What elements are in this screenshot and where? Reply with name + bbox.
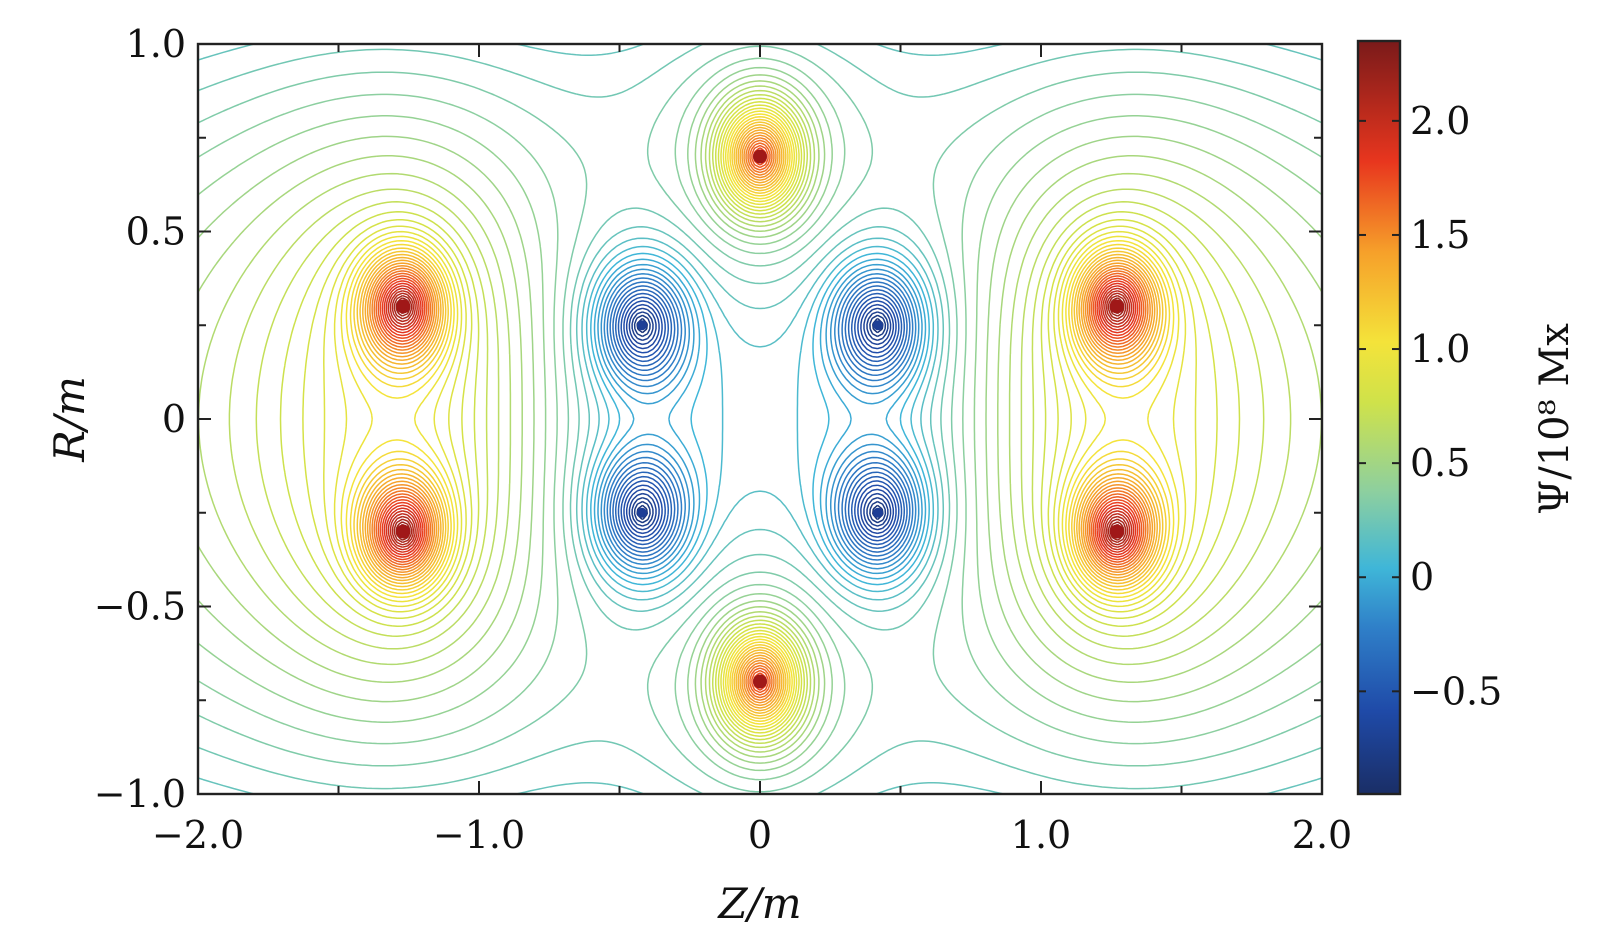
- x-axis-ticks: −2.0 −1.0 0 1.0 2.0: [152, 44, 1352, 857]
- contour-level-16: [597, 263, 923, 575]
- contour-level-40: [359, 124, 1161, 714]
- contour-level-58: [397, 299, 1123, 539]
- contour-level-15: [600, 268, 920, 570]
- maximum-core-4: [396, 524, 411, 539]
- contour-level-21: [198, 44, 1322, 794]
- contour-level-41: [362, 126, 1158, 712]
- colorbar-tick-label: 1.5: [1410, 213, 1470, 257]
- contour-level-48: [377, 144, 1143, 694]
- contour-level-33: [323, 104, 1197, 734]
- contour-level-9: [617, 292, 903, 546]
- contour-level-43: [366, 131, 1154, 707]
- contour-level-17: [593, 258, 927, 580]
- contour-level-24: [198, 57, 1322, 781]
- contour-level-7: [623, 300, 897, 538]
- minimum-core-0: [636, 320, 647, 331]
- contour-level-44: [369, 134, 1151, 704]
- x-tick-label: 1.0: [1011, 813, 1071, 857]
- contour-level-2: [636, 317, 884, 521]
- contour-level-11: [612, 285, 908, 553]
- contour-level-6: [625, 303, 895, 535]
- contour-level-42: [364, 129, 1156, 709]
- contour-level-10: [614, 288, 906, 550]
- colorbar-tick-label: 2.0: [1410, 99, 1470, 143]
- contour-level-23: [198, 45, 1322, 793]
- contour-level-55: [391, 292, 1129, 546]
- minimum-core-3: [873, 507, 884, 518]
- contour-level-31: [279, 97, 1241, 741]
- contour-level-27: [198, 80, 1322, 758]
- x-tick-label: −2.0: [152, 813, 244, 857]
- contour-level-53: [387, 287, 1133, 551]
- x-tick-label: 0: [748, 813, 772, 857]
- maximum-core-3: [1109, 299, 1124, 314]
- y-axis-label: R/m: [45, 376, 94, 463]
- x-axis-label: Z/m: [716, 879, 801, 928]
- contour-level-36: [345, 113, 1175, 725]
- contour-level-28: [198, 85, 1322, 753]
- y-tick-label: 0.5: [126, 210, 186, 254]
- contour-level-46: [373, 139, 1147, 699]
- contour-level-13: [606, 277, 914, 561]
- contour-level-1: [639, 320, 881, 518]
- contour-level-4: [631, 311, 889, 527]
- contour-level-3: [633, 314, 887, 524]
- contour-level-57: [395, 297, 1125, 541]
- contour-level-30: [255, 93, 1265, 745]
- maximum-core-5: [1109, 524, 1124, 539]
- maximum-core-1: [753, 674, 767, 689]
- colorbar-tick-label: −0.5: [1410, 669, 1502, 713]
- contour-lines: [198, 44, 1322, 794]
- minimum-core-2: [636, 507, 647, 518]
- contour-level-19: [585, 245, 935, 593]
- contour-level-49: [379, 147, 1141, 691]
- colorbar-tick-label: 1.0: [1410, 327, 1470, 371]
- contour-level-47: [375, 142, 1145, 696]
- contour-level-14: [603, 273, 917, 565]
- contour-level-38: [353, 118, 1167, 720]
- colorbar: [1356, 39, 1402, 796]
- contour-level-52: [385, 285, 1135, 553]
- contour-level-56: [393, 294, 1127, 544]
- x-tick-label: −1.0: [433, 813, 525, 857]
- contour-level-22: [198, 44, 1322, 794]
- y-axis-ticks: −1.0 −0.5 0 0.5 1.0: [94, 22, 1322, 816]
- contour-level-37: [349, 115, 1171, 723]
- maximum-core-0: [753, 149, 767, 164]
- y-tick-label: 0: [162, 397, 186, 441]
- contour-level-32: [302, 101, 1218, 737]
- colorbar-ticks: −0.5 0 0.5 1.0 1.5 2.0: [1358, 99, 1502, 713]
- maximum-core-2: [396, 299, 411, 314]
- contour-level-12: [609, 281, 911, 557]
- contour-level-20: [581, 237, 939, 601]
- contour-level-54: [389, 290, 1131, 548]
- x-tick-label: 2.0: [1292, 813, 1352, 857]
- y-tick-label: −1.0: [94, 772, 186, 816]
- colorbar-tick-label: 0: [1410, 555, 1434, 599]
- extrema-markers: [396, 149, 1124, 689]
- contour-level-29: [228, 89, 1292, 749]
- contour-level-5: [628, 307, 892, 531]
- contour-level-39: [356, 121, 1164, 717]
- contour-level-35: [340, 110, 1180, 728]
- contour-level-18: [590, 252, 930, 586]
- y-tick-label: −0.5: [94, 585, 186, 629]
- contour-level-45: [371, 137, 1149, 701]
- contour-level-26: [198, 74, 1322, 764]
- minimum-core-1: [873, 320, 884, 331]
- contour-level-8: [620, 296, 900, 542]
- contour-level-34: [333, 107, 1187, 731]
- y-tick-label: 1.0: [126, 22, 186, 66]
- contour-level-51: [383, 151, 1137, 687]
- contour-level-25: [198, 66, 1322, 772]
- colorbar-label: Ψ/10⁸ Mx: [1532, 323, 1578, 515]
- colorbar-tick-label: 0.5: [1410, 441, 1470, 485]
